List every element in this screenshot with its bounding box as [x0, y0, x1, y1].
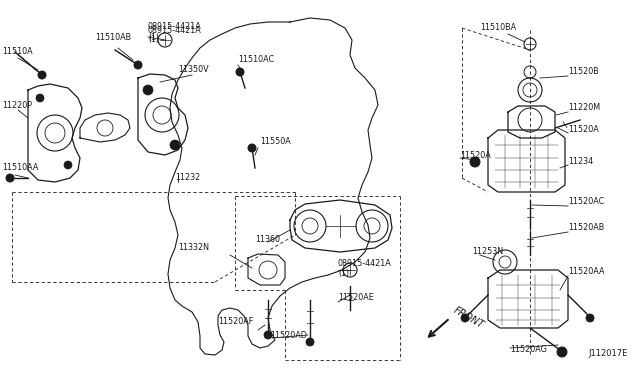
Text: 11520B: 11520B — [568, 67, 599, 77]
Text: 11510A: 11510A — [2, 48, 33, 57]
Text: 11220M: 11220M — [568, 103, 600, 112]
Text: 11520AE: 11520AE — [338, 294, 374, 302]
Text: J112017E: J112017E — [589, 349, 628, 358]
Text: 11234: 11234 — [568, 157, 593, 167]
Circle shape — [38, 71, 46, 79]
Text: (1): (1) — [148, 35, 159, 44]
Text: 11520A: 11520A — [568, 125, 599, 135]
Circle shape — [557, 347, 567, 357]
Text: 08915-4421A
(1): 08915-4421A (1) — [148, 22, 202, 42]
Circle shape — [64, 161, 72, 169]
Circle shape — [470, 157, 480, 167]
Text: 11360: 11360 — [255, 235, 280, 244]
Text: 11232: 11232 — [175, 173, 200, 183]
Text: 11332N: 11332N — [178, 244, 209, 253]
Text: 11253N: 11253N — [472, 247, 503, 257]
Text: 11510AC: 11510AC — [238, 55, 274, 64]
Circle shape — [306, 338, 314, 346]
Text: 11220P: 11220P — [2, 100, 32, 109]
Text: FRONT: FRONT — [452, 305, 486, 331]
Text: 08915-4421A: 08915-4421A — [338, 259, 392, 268]
Circle shape — [236, 68, 244, 76]
Text: (1): (1) — [338, 269, 349, 278]
Circle shape — [36, 94, 44, 102]
Text: 11510BA: 11510BA — [480, 23, 516, 32]
Text: 08915-4421A: 08915-4421A — [148, 26, 202, 35]
Text: 11520AD: 11520AD — [270, 330, 307, 340]
Text: 11520AC: 11520AC — [568, 198, 604, 206]
Text: 11520AF: 11520AF — [218, 317, 253, 327]
Text: 11520AA: 11520AA — [568, 267, 605, 276]
Circle shape — [170, 140, 180, 150]
Circle shape — [586, 314, 594, 322]
Circle shape — [248, 144, 256, 152]
Circle shape — [264, 331, 272, 339]
Text: 11510AB: 11510AB — [95, 33, 131, 42]
Text: 11520A: 11520A — [460, 151, 491, 160]
Text: 11520AG: 11520AG — [510, 346, 547, 355]
Circle shape — [134, 61, 142, 69]
Text: 11350V: 11350V — [178, 65, 209, 74]
Text: 11510AA: 11510AA — [2, 164, 38, 173]
Circle shape — [143, 85, 153, 95]
Text: 11520AB: 11520AB — [568, 224, 604, 232]
Circle shape — [6, 174, 14, 182]
Text: 11550A: 11550A — [260, 138, 291, 147]
Circle shape — [461, 314, 469, 322]
